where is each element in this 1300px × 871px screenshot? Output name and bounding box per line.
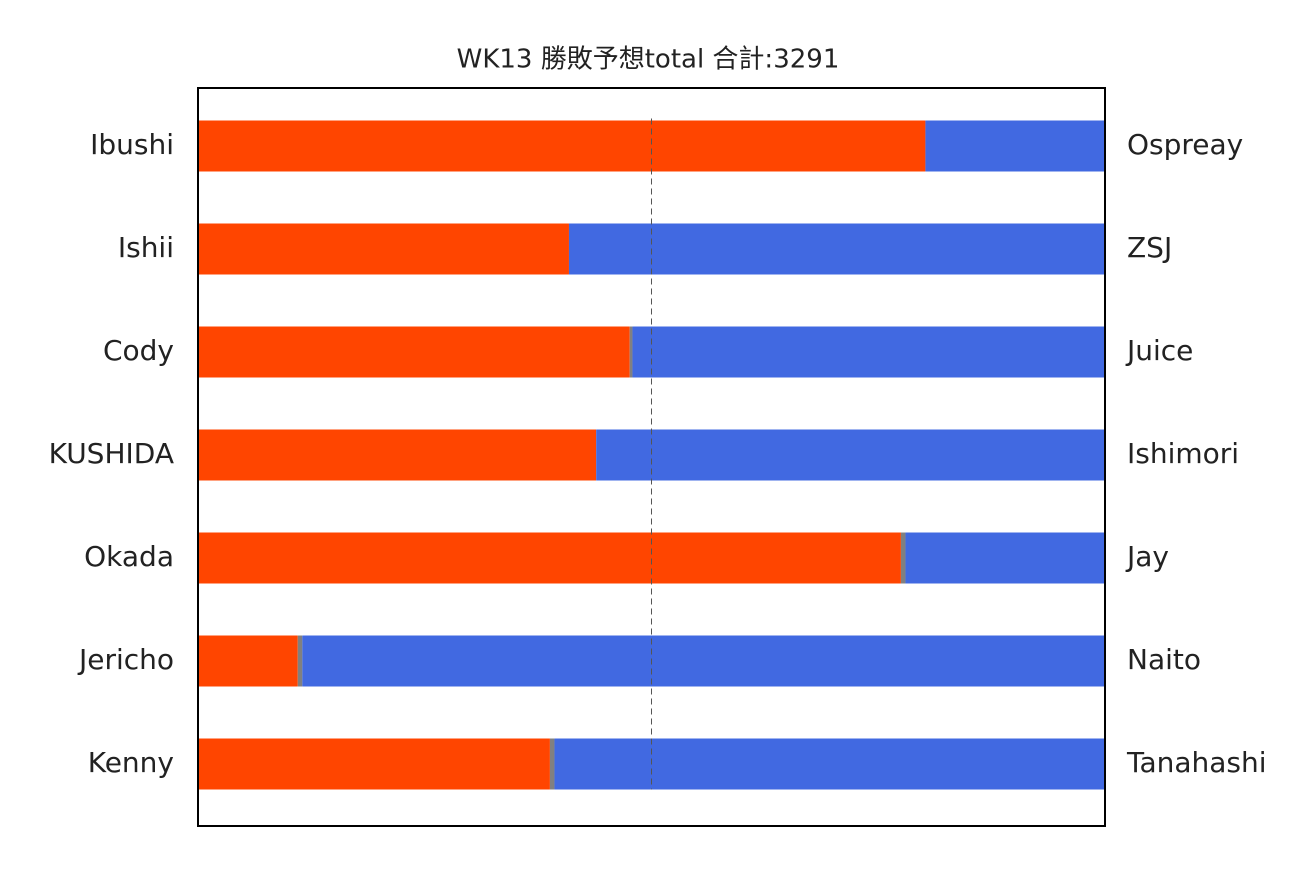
bar-segment [905,532,1105,584]
left-label: Okada [84,540,174,573]
bar-segment [900,532,906,584]
bar-segment [198,326,630,378]
bar-segment [549,738,555,790]
left-label: Cody [103,334,174,367]
bar-segment [198,429,597,481]
left-label: KUSHIDA [49,437,174,470]
left-label: Jericho [77,643,174,676]
left-label: Ishii [118,231,174,264]
right-label: Ospreay [1127,128,1243,161]
bar-segment [596,429,1105,481]
chart-title: WK13 勝敗予想total 合計:3291 [457,45,840,75]
bar-segment [632,326,1105,378]
left-label: Ibushi [90,128,174,161]
right-label: Jay [1125,540,1169,573]
right-label: Tanahashi [1126,746,1267,779]
bar-segment [198,738,550,790]
right-label: Juice [1125,334,1193,367]
right-label: Ishimori [1127,437,1239,470]
bar-segment [554,738,1105,790]
bar-segment [198,532,901,584]
bar-segment [198,223,569,275]
left-label: Kenny [88,746,174,779]
bar-segment [297,635,303,687]
right-label: ZSJ [1127,231,1172,264]
plot-frame [197,87,1106,827]
bar-segment [629,326,633,378]
bar-segment [925,120,1105,172]
bar-segment [198,635,298,687]
bar-segment [302,635,1105,687]
bar-segment [198,120,926,172]
right-label: Naito [1127,643,1201,676]
bar-segment [568,223,1105,275]
